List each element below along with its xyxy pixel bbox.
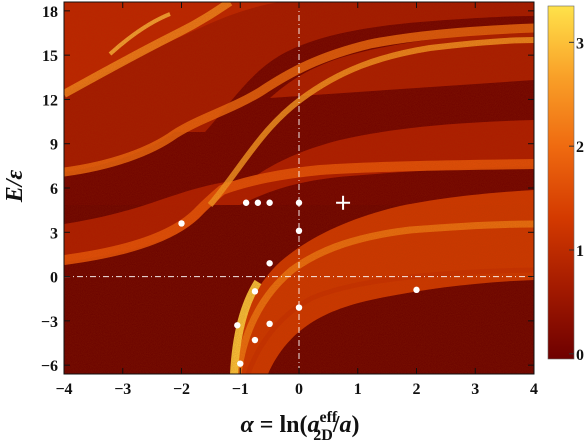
y-tick-label: −6 [41, 358, 58, 375]
data-point-marker [295, 199, 303, 206]
x-tick-label: 0 [295, 381, 303, 398]
y-tick-label: 15 [42, 48, 58, 65]
y-axis-title: E/ε [2, 170, 28, 204]
colorbar-tick-label: 3 [576, 35, 584, 52]
x-tick-label: −4 [55, 381, 72, 398]
data-point-marker [237, 360, 244, 367]
data-point-marker [178, 220, 185, 227]
data-point-marker [234, 322, 241, 329]
data-point-marker [295, 227, 303, 235]
x-axis: −4 −3 −2 −1 0 1 2 3 4 [55, 2, 538, 398]
data-point-marker [242, 199, 250, 206]
x-tick-label: 4 [530, 381, 538, 398]
data-point-marker [295, 304, 303, 311]
y-tick-label: −3 [41, 314, 58, 331]
data-point-marker [266, 320, 273, 328]
x-tick-label: 1 [354, 381, 362, 398]
y-tick-label: 18 [42, 4, 58, 21]
colorbar-axis: 0 1 2 3 [569, 35, 584, 364]
x-tick-label: −1 [232, 381, 249, 398]
data-point-marker [266, 199, 273, 206]
colorbar-tick-label: 1 [576, 243, 584, 260]
y-axis: −6 −3 0 3 6 9 12 15 18 [41, 4, 534, 375]
y-tick-label: 9 [50, 137, 58, 154]
x-tick-label: −3 [114, 381, 131, 398]
colorbar [547, 5, 575, 360]
marker-layer [178, 195, 420, 367]
data-point-marker [266, 260, 273, 267]
plot-area [64, 2, 534, 374]
data-point-marker [413, 286, 420, 294]
y-tick-label: 0 [50, 270, 58, 287]
x-tick-label: 3 [471, 381, 479, 398]
y-tick-label: 12 [42, 92, 58, 109]
x-tick-label: 2 [413, 381, 421, 398]
y-tick-label: 3 [50, 225, 58, 242]
x-axis-title: α = ln(aeff 2D/a) [241, 409, 360, 444]
y-tick-label: 6 [50, 181, 58, 198]
x-tick-label: −2 [173, 381, 190, 398]
colorbar-tick-label: 0 [576, 347, 584, 364]
colorbar-tick-label: 2 [576, 139, 584, 156]
data-point-marker [251, 336, 259, 344]
data-point-marker [254, 199, 262, 206]
data-point-marker [251, 288, 259, 295]
cross-marker [336, 195, 351, 210]
